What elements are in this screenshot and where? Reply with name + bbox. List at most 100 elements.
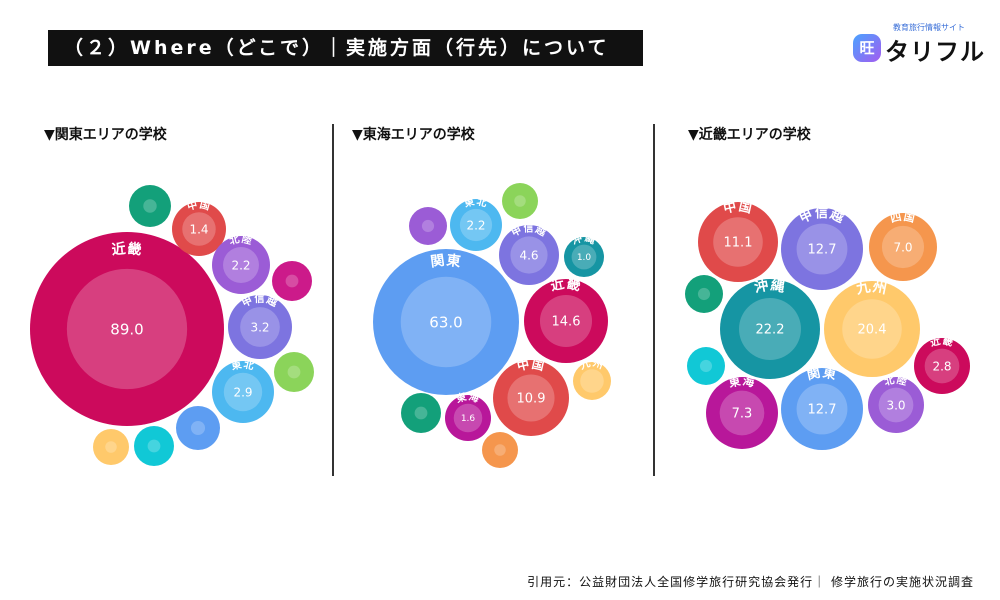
bubble-decor-0-9 — [134, 426, 174, 466]
bubble-value-label: 1.6 — [461, 414, 476, 424]
bubble-inner-circle — [414, 406, 428, 420]
bubble-circle — [129, 185, 171, 227]
bubble-circle — [172, 202, 226, 256]
bubble-2-1: 甲信越 12.7 — [781, 204, 863, 290]
bubble-circle — [272, 261, 312, 301]
bubble-inner-circle — [539, 294, 593, 348]
bubble-decor-2-9 — [685, 275, 723, 313]
bubble-value-label: 2.9 — [233, 385, 252, 399]
bubble-circle — [274, 352, 314, 392]
bubble-inner-circle — [223, 372, 263, 412]
bubble-circle — [228, 295, 292, 359]
bubble-circle — [720, 279, 820, 379]
bubble-inner-circle — [459, 208, 493, 242]
bubble-circle — [687, 347, 725, 385]
bubble-name-label: 甲信越 — [509, 222, 549, 240]
panel-title-kinki: ▼近畿エリアの学校 — [688, 127, 811, 143]
bubble-0-2: 北陸2.2 — [212, 232, 270, 294]
bubble-value-label: 12.7 — [808, 403, 837, 418]
bubble-0-1: 中国1.4 — [172, 198, 226, 256]
bubble-value-label: 11.1 — [724, 236, 753, 251]
bubble-2-5: 近畿2.8 — [914, 334, 970, 394]
bubble-decor-0-6 — [272, 261, 312, 301]
bubble-inner-circle — [182, 212, 216, 246]
bubble-inner-circle — [240, 307, 280, 347]
bubble-name-label: 近畿 — [111, 240, 143, 258]
bubble-circle — [706, 377, 778, 449]
bubble-inner-circle — [842, 299, 902, 359]
bubble-name-label: 九州 — [577, 356, 606, 372]
panel-title-kanto: ▼関東エリアの学校 — [44, 127, 167, 143]
logo-tagline: 教育旅行情報サイト — [893, 23, 965, 32]
bubble-decor-1-8 — [409, 207, 447, 245]
bubble-circle — [445, 395, 491, 441]
bubble-circle — [564, 237, 604, 277]
bubble-circle — [212, 236, 270, 294]
bubble-inner-circle — [739, 298, 801, 360]
bubble-inner-circle — [514, 195, 526, 207]
bubble-value-label: 2.2 — [466, 218, 485, 232]
bubble-name-label: 九州 — [854, 279, 889, 298]
bubble-value-label: 2.8 — [932, 359, 951, 373]
bubble-inner-circle — [697, 287, 711, 301]
bubble-2-4: 九州 20.4 — [824, 279, 920, 377]
bubble-inner-circle — [796, 383, 848, 435]
bubble-value-label: 7.3 — [732, 407, 753, 422]
bubble-decor-1-11 — [482, 432, 518, 468]
bubble-inner-circle — [713, 217, 763, 267]
bubble-value-label: 10.9 — [517, 392, 546, 407]
bubble-circle — [781, 368, 863, 450]
bubble-value-label: 2.2 — [231, 258, 250, 272]
bubble-decor-1-10 — [401, 393, 441, 433]
bubble-circle — [502, 183, 538, 219]
bubble-value-label: 20.4 — [858, 323, 887, 338]
bubble-circle — [914, 338, 970, 394]
bubble-value-label: 7.0 — [893, 240, 912, 254]
bubble-circle — [212, 361, 274, 423]
bubble-inner-circle — [571, 244, 597, 270]
bubble-inner-circle — [190, 420, 206, 436]
bubble-inner-circle — [287, 365, 301, 379]
bubble-circle — [401, 393, 441, 433]
bubble-circle — [482, 432, 518, 468]
bubble-value-label: 3.2 — [250, 320, 269, 334]
bubble-circle — [698, 202, 778, 282]
bubble-value-label: 1.0 — [577, 253, 592, 263]
bubble-value-label: 3.0 — [886, 398, 905, 412]
bubble-inner-circle — [878, 387, 914, 423]
bubble-1-5: 東海1.6 — [445, 390, 491, 441]
bubble-2-6: 東海7.3 — [706, 374, 778, 449]
bubble-circle — [176, 406, 220, 450]
bubble-inner-circle — [580, 369, 604, 393]
bubble-decor-0-10 — [93, 429, 129, 465]
bubble-value-label: 12.7 — [808, 243, 837, 258]
bubble-2-8: 北陸3.0 — [868, 373, 924, 433]
bubble-inner-circle — [453, 403, 483, 433]
bubble-value-label: 22.2 — [756, 323, 785, 338]
bubble-decor-0-8 — [176, 406, 220, 450]
bubble-circle — [781, 208, 863, 290]
bubble-name-label: 甲信越 — [240, 292, 280, 310]
bubble-value-label: 1.4 — [189, 222, 208, 236]
logo-name: タリフル — [885, 38, 985, 66]
bubble-inner-circle — [285, 274, 299, 288]
brand-logo[interactable]: 教育旅行情報サイト 旺 タリフル — [853, 22, 985, 68]
bubble-inner-circle — [796, 223, 848, 275]
bubble-inner-circle — [400, 276, 492, 368]
bubble-circle — [824, 281, 920, 377]
page-title: （２）Where（どこで）｜実施方面（行先）について — [48, 30, 643, 66]
bubble-circle — [868, 377, 924, 433]
bubble-circle — [30, 232, 224, 426]
source-citation: 引用元：公益財団法人全国修学旅行研究協会発行｜ 修学旅行の実施状況調査 — [527, 575, 974, 589]
bubble-value-label: 63.0 — [429, 313, 462, 331]
bubble-inner-circle — [143, 199, 157, 213]
